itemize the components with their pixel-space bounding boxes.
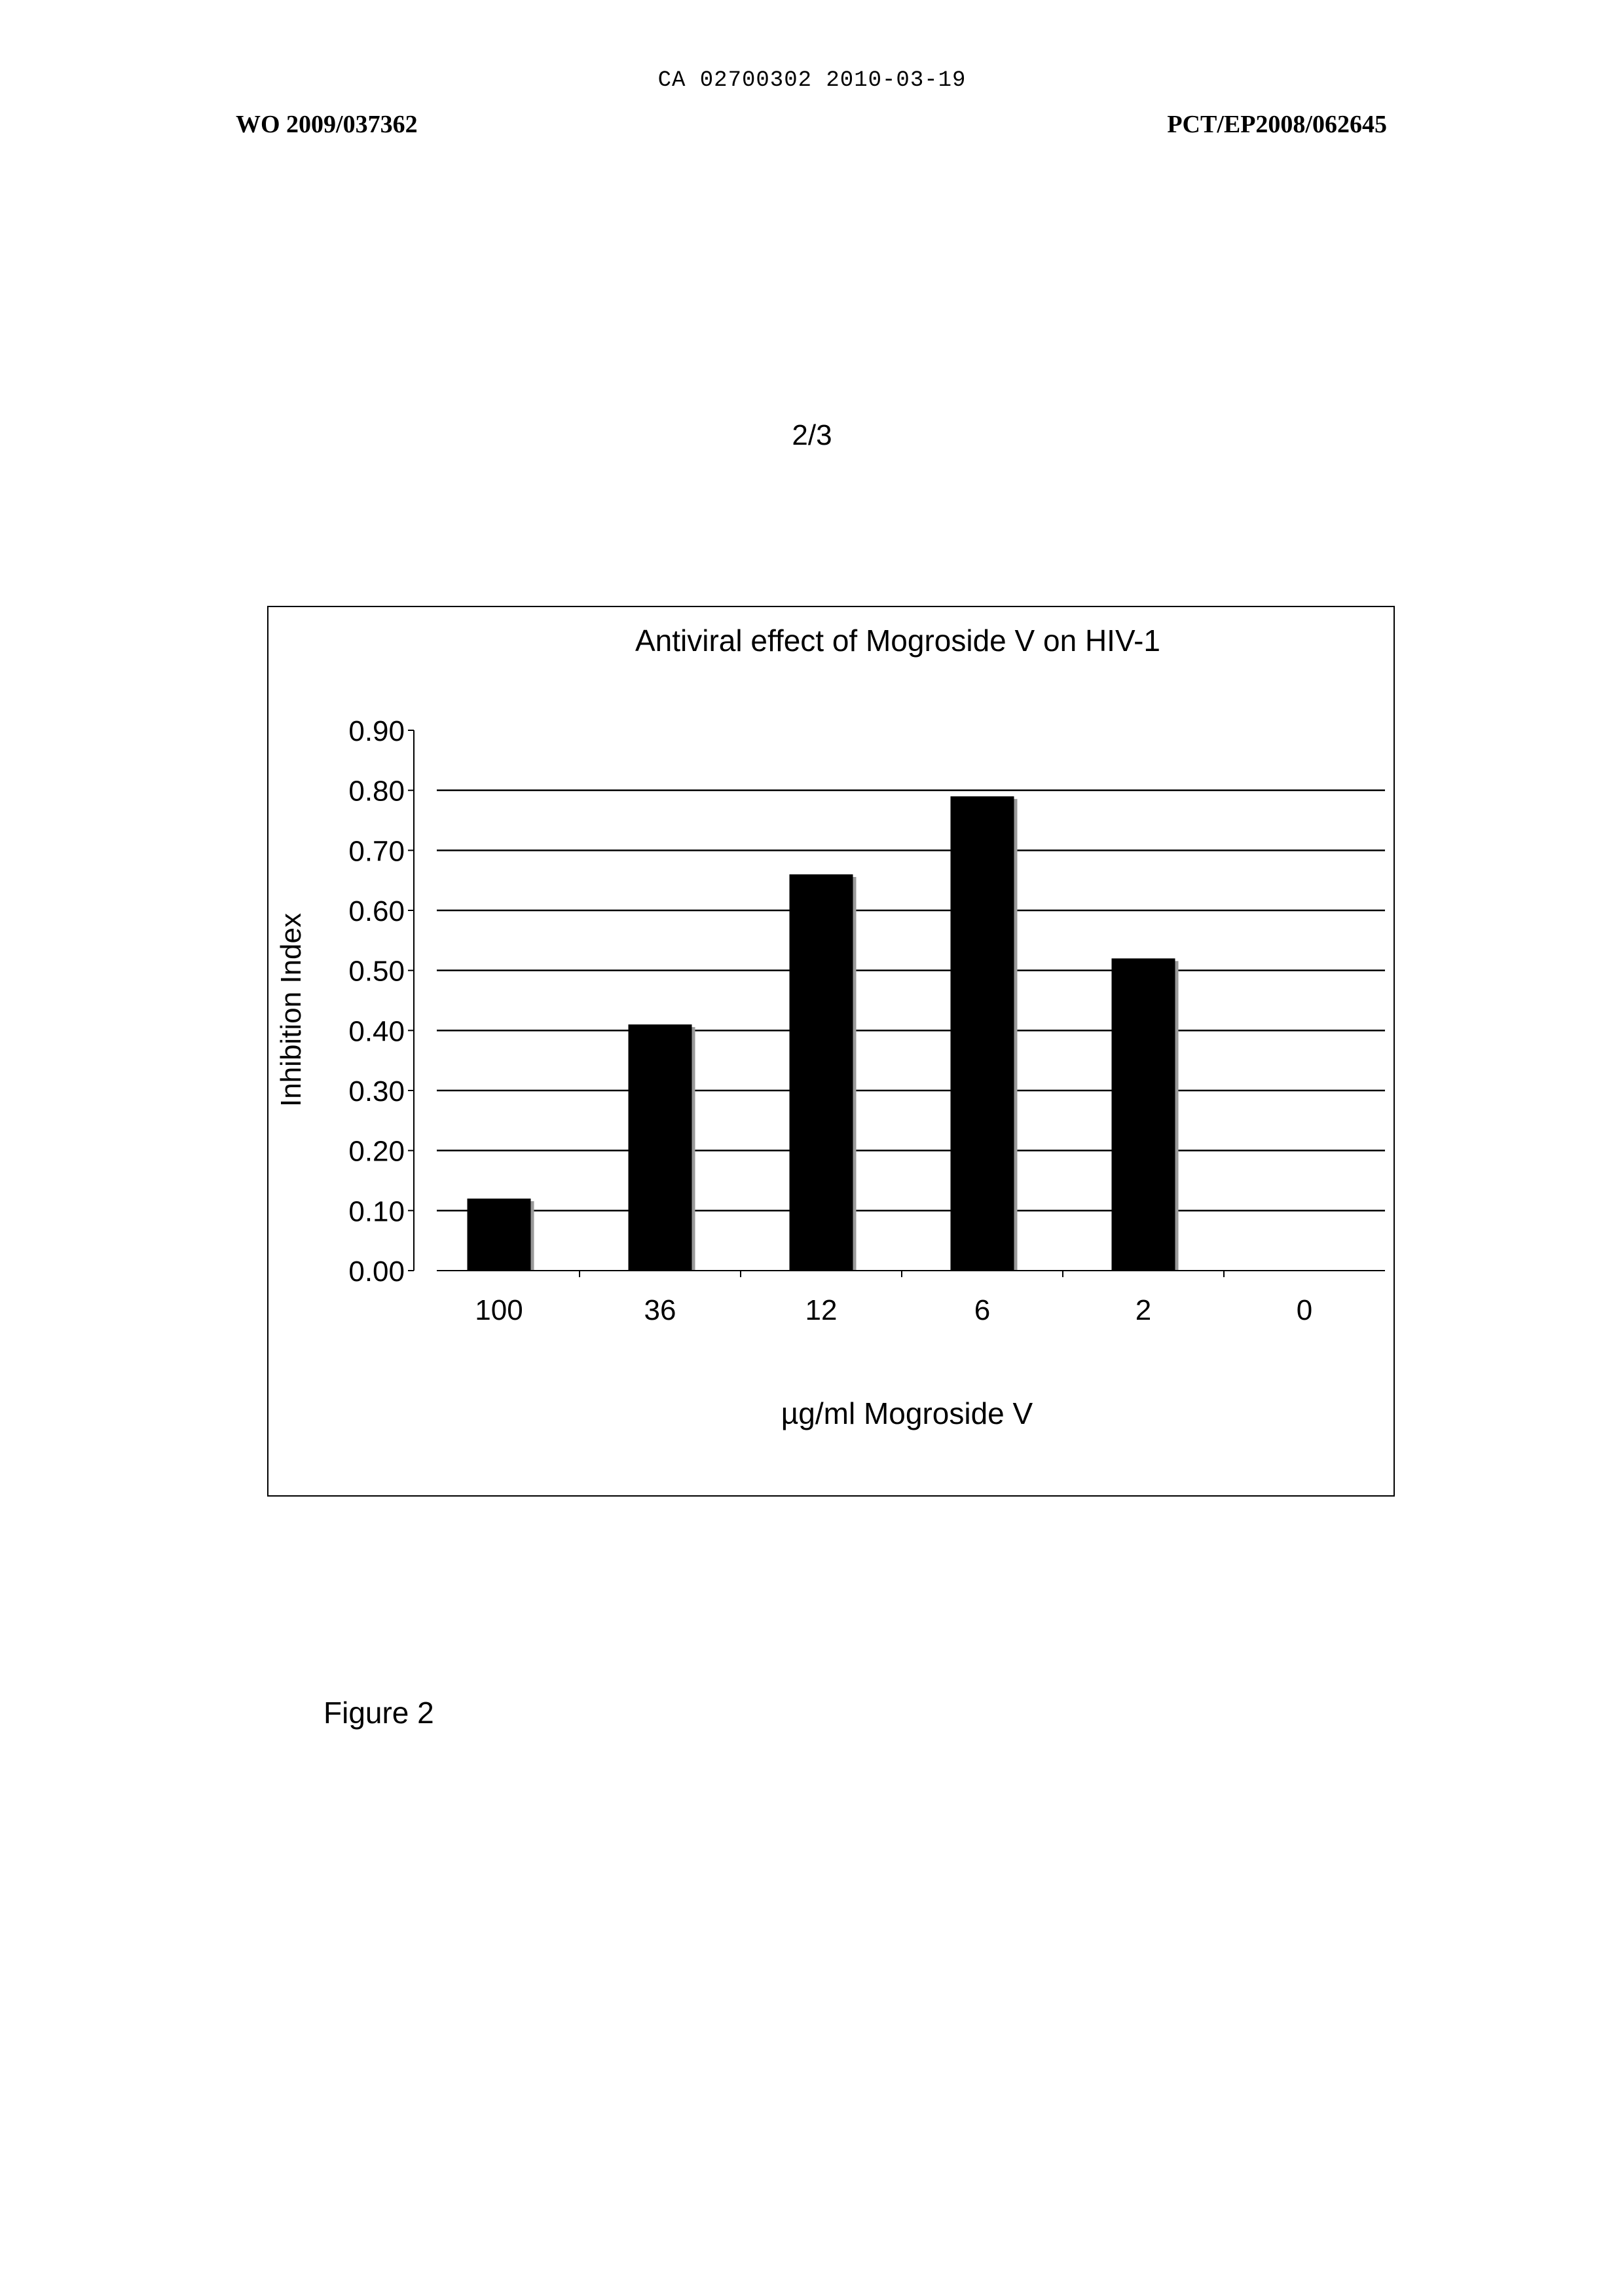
y-tick-label-8: 0.80	[348, 775, 405, 808]
x-tick-label-5: 0	[1297, 1294, 1312, 1326]
y-tick-label-3: 0.30	[348, 1075, 405, 1108]
y-tick-label-6: 0.60	[348, 895, 405, 927]
x-tick-label-2: 12	[805, 1294, 838, 1326]
bar-2	[790, 874, 853, 1271]
bars	[468, 796, 1179, 1271]
x-tick-label-0: 100	[475, 1294, 523, 1326]
y-tick-label-2: 0.20	[348, 1136, 405, 1168]
ca-stamp: CA 02700302 2010-03-19	[0, 68, 1624, 93]
x-tick-label-3: 6	[974, 1294, 990, 1326]
chart-title: Antiviral effect of Mogroside V on HIV-1	[635, 624, 1160, 658]
y-axis-label: Inhibition Index	[275, 913, 307, 1107]
figure-caption: Figure 2	[323, 1695, 434, 1730]
bar-0	[468, 1199, 531, 1271]
bar-1	[629, 1024, 692, 1271]
y-tick-label-5: 0.50	[348, 956, 405, 988]
x-axis-label: µg/ml Mogroside V	[781, 1396, 1033, 1430]
chart-frame: 0.00 0.10 0.20 0.30 0.40 0.50 0.60 0.70 0.80 0.90…	[267, 606, 1395, 1497]
y-tick-label-7: 0.70	[348, 835, 405, 867]
y-tick-label-4: 0.40	[348, 1015, 405, 1047]
y-tick-label-0: 0.00	[348, 1256, 405, 1288]
page-number: 2/3	[0, 419, 1624, 452]
gridlines	[437, 791, 1385, 1211]
bar-chart: 0.00 0.10 0.20 0.30 0.40 0.50 0.60 0.70 0.80 0.90…	[268, 607, 1393, 1495]
x-tick-label-4: 2	[1135, 1294, 1151, 1326]
bar-4	[1112, 958, 1175, 1271]
x-tick-label-1: 36	[644, 1294, 676, 1326]
y-tick-label-9: 0.90	[348, 715, 405, 747]
publication-number: WO 2009/037362	[236, 110, 418, 139]
application-number: PCT/EP2008/062645	[1167, 110, 1387, 139]
axes	[408, 730, 1385, 1277]
y-tick-label-1: 0.10	[348, 1195, 405, 1227]
bar-3	[951, 796, 1014, 1271]
